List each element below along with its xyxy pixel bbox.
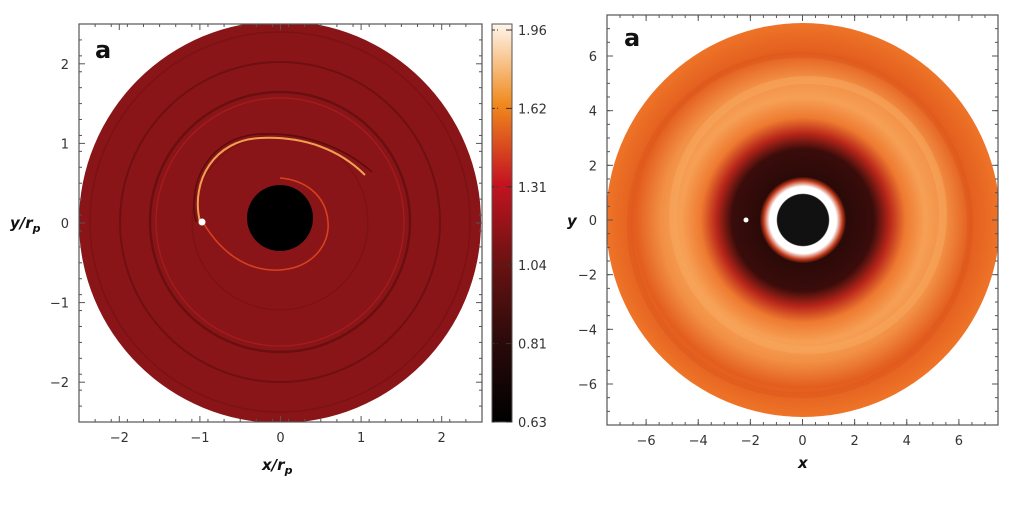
left-y-axis-label-main: y/r [10,214,34,232]
y-tick-label: 4 [589,105,597,120]
left-panel-label: a [95,36,111,64]
right-x-axis-label: x [797,454,809,472]
colorbar-tick-label: 1.31 [518,181,547,196]
y-tick-label: 0 [589,214,597,229]
left-x-axis-label-main: x/r [261,456,286,474]
left-ring [155,97,405,347]
left-ticks: −2 −1 0 1 2 2 1 0 −1 −2 [50,23,483,446]
planet-marker [198,218,206,226]
left-heatmap [79,24,481,422]
left-y-axis-label-sub: p [32,222,41,235]
right-band [669,76,947,354]
central-hole [247,185,313,251]
y-tick-label: −2 [578,269,597,284]
left-ring [119,61,441,383]
y-tick-label: −1 [50,297,69,312]
right-panel: −6 −4 −2 0 2 4 6 6 4 2 0 −2 −4 −6 a x y [567,14,999,472]
x-tick-label: 0 [276,431,284,446]
right-band [627,52,973,398]
x-tick-label: −4 [689,434,708,449]
y-tick-label: 0 [61,217,69,232]
x-tick-label: 0 [798,434,806,449]
y-tick-label: −6 [578,378,597,393]
colorbar-tick-label: 1.62 [518,102,547,117]
right-panel-label: a [624,24,640,52]
colorbar-tick-label: 0.81 [518,338,547,353]
x-tick-label: −2 [110,431,129,446]
colorbar-tick-label: 0.63 [518,416,547,431]
x-tick-label: 2 [850,434,858,449]
y-tick-label: −4 [578,323,597,338]
colorbar-tick-label: 1.04 [518,259,547,274]
spiral-arm-outer [196,136,366,223]
left-x-axis-label: x/rp [261,456,293,477]
x-tick-label: −6 [637,434,656,449]
left-x-axis-label-sub: p [284,464,293,477]
x-tick-label: −2 [741,434,760,449]
y-tick-label: 2 [589,159,597,174]
y-tick-label: −2 [50,376,69,391]
colorbar-ticks: 1.96 1.62 1.31 1.04 0.81 0.63 [492,24,547,431]
spiral-arm-outer-shadow [193,133,373,223]
x-tick-label: 1 [357,431,365,446]
x-tick-label: 4 [903,434,911,449]
x-tick-label: 6 [955,434,963,449]
left-y-axis-label: y/rp [10,214,41,235]
colorbar: 1.96 1.62 1.31 1.04 0.81 0.63 [491,23,547,431]
left-ring [89,31,471,413]
y-tick-label: 6 [589,50,597,65]
colorbar-tick-label: 1.96 [518,24,547,39]
spiral-arm-inner [203,177,329,271]
right-y-axis-label: y [567,212,578,230]
left-ring [148,90,412,354]
x-tick-label: 2 [438,431,446,446]
x-tick-label: −1 [190,431,209,446]
planet-marker [743,217,749,223]
right-heatmap [607,23,998,417]
right-ticks: −6 −4 −2 0 2 4 6 6 4 2 0 −2 −4 −6 [578,14,999,449]
y-tick-label: 1 [61,137,69,152]
colorbar-gradient [491,23,513,423]
y-tick-label: 2 [61,58,69,73]
